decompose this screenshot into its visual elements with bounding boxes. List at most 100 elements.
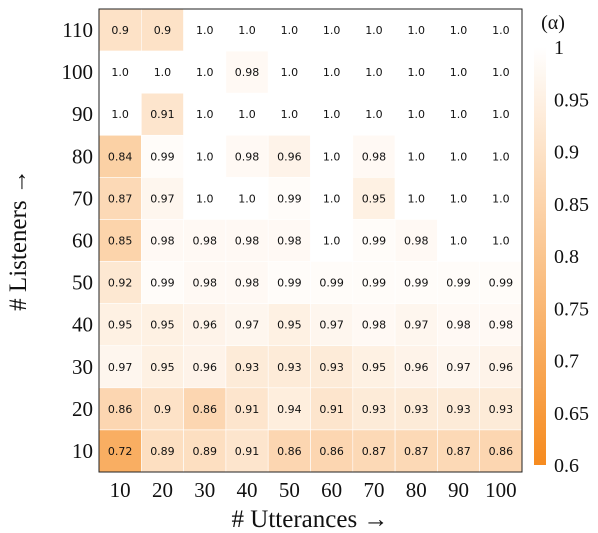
cell-value-label: 0.86: [108, 403, 133, 416]
x-tick-label: 50: [279, 478, 300, 502]
heatmap-cell: [98, 387, 142, 431]
cell-value-label: 0.99: [446, 277, 471, 290]
colorbar-title: (α): [541, 12, 565, 34]
cell-value-label: 1.0: [196, 66, 214, 79]
cell-value-label: 0.94: [277, 403, 302, 416]
heatmap-cell: [267, 387, 311, 431]
cell-value-label: 1.0: [323, 108, 341, 121]
x-tick-label: 100: [485, 478, 517, 502]
cell-value-label: 0.93: [404, 403, 429, 416]
cell-value-label: 0.98: [235, 66, 260, 79]
heatmap-cell: [310, 387, 354, 431]
x-tick-label: 20: [152, 478, 173, 502]
heatmap-cell: [267, 429, 311, 473]
heatmap-cell: [141, 387, 184, 431]
heatmap-cell: [352, 177, 396, 220]
cell-value-label: 0.98: [362, 319, 387, 332]
cell-value-label: 0.98: [277, 234, 302, 247]
cell-value-label: 1.0: [196, 24, 214, 37]
colorbar-tick-label: 0.9: [554, 142, 579, 164]
heatmap-cell: [394, 345, 438, 389]
cell-value-label: 1.0: [450, 24, 468, 37]
cell-value-label: 1.0: [323, 66, 341, 79]
cell-value-label: 1.0: [492, 108, 510, 121]
cell-value-label: 1.0: [365, 66, 383, 79]
colorbar-tick-label: 0.95: [554, 89, 589, 111]
cell-value-label: 0.98: [362, 150, 387, 163]
cell-value-label: 0.91: [235, 445, 260, 458]
heatmap-cell: [352, 303, 396, 347]
y-tick-label: 110: [62, 18, 93, 42]
cell-value-label: 1.0: [281, 66, 299, 79]
cell-value-label: 0.99: [150, 277, 175, 290]
heatmap-cell: [352, 345, 396, 389]
x-tick-label: 10: [110, 478, 131, 502]
heatmap-cell: [437, 261, 480, 304]
colorbar: [534, 47, 546, 465]
heatmap-cell: [437, 50, 480, 94]
cell-value-label: 1.0: [323, 234, 341, 247]
heatmap-cell: [267, 177, 311, 220]
heatmap-cell: [394, 92, 438, 136]
heatmap-cell: [183, 92, 227, 136]
y-tick-label: 60: [72, 228, 93, 252]
cell-value-label: 1.0: [281, 24, 299, 37]
cell-value-label: 0.91: [235, 403, 260, 416]
heatmap-cell: [352, 429, 396, 473]
heatmap-cell: [225, 387, 269, 431]
heatmap-cell: [225, 50, 269, 94]
cell-value-label: 1.0: [450, 66, 468, 79]
heatmap-cell: [267, 303, 311, 347]
heatmap-cell: [479, 429, 523, 473]
heatmap-cell: [310, 8, 354, 52]
heatmap-cell: [183, 219, 227, 262]
heatmap-cell: [352, 261, 396, 304]
heatmap-cell: [479, 387, 523, 431]
y-tick-label: 10: [72, 439, 93, 463]
cell-value-label: 0.96: [193, 361, 218, 374]
cell-value-label: 0.93: [362, 403, 387, 416]
cell-value-label: 0.99: [362, 234, 387, 247]
cell-value-label: 0.99: [150, 150, 175, 163]
heatmap-cell: [267, 92, 311, 136]
heatmap-cell: [225, 345, 269, 389]
heatmap-cell: [225, 219, 269, 262]
heatmap-cell: [394, 261, 438, 304]
x-tick-label: 90: [448, 478, 469, 502]
cell-value-label: 0.99: [489, 277, 514, 290]
cell-value-label: 1.0: [450, 234, 468, 247]
x-tick-label: 60: [321, 478, 342, 502]
x-tick-label: 40: [237, 478, 258, 502]
cell-value-label: 0.96: [193, 319, 218, 332]
cell-value-label: 0.97: [319, 319, 344, 332]
cell-value-label: 0.99: [277, 277, 302, 290]
cell-value-label: 0.97: [404, 319, 429, 332]
colorbar-tick-label: 0.6: [554, 455, 579, 477]
heatmap-cell: [479, 8, 523, 52]
colorbar-tick-label: 0.75: [554, 298, 589, 320]
y-tick-label: 100: [62, 60, 94, 84]
heatmap-cell: [437, 387, 480, 431]
heatmap-cell: [225, 429, 269, 473]
cell-value-label: 1.0: [365, 108, 383, 121]
cell-value-label: 0.91: [319, 403, 344, 416]
cell-value-label: 0.89: [150, 445, 175, 458]
heatmap-cell: [183, 177, 227, 220]
colorbar-tick-label: 0.8: [554, 246, 579, 268]
x-tick-labels: 10 20 30 40 50 60 70 80 90 100: [110, 478, 517, 502]
heatmap-cell: [437, 219, 480, 262]
heatmap-cell: [310, 177, 354, 220]
cell-value-label: 0.98: [235, 277, 260, 290]
cell-value-label: 1.0: [111, 108, 129, 121]
cell-value-label: 0.98: [446, 319, 471, 332]
cell-value-label: 0.95: [150, 319, 175, 332]
cell-value-label: 0.9: [154, 24, 172, 37]
heatmap-cell: [352, 387, 396, 431]
cell-value-label: 0.96: [277, 150, 302, 163]
cell-value-label: 0.72: [108, 445, 133, 458]
cell-value-label: 1.0: [450, 192, 468, 205]
heatmap-cell: [352, 92, 396, 136]
heatmap-cell: [225, 8, 269, 52]
heatmap-cell: [225, 261, 269, 304]
cell-value-label: 1.0: [492, 234, 510, 247]
